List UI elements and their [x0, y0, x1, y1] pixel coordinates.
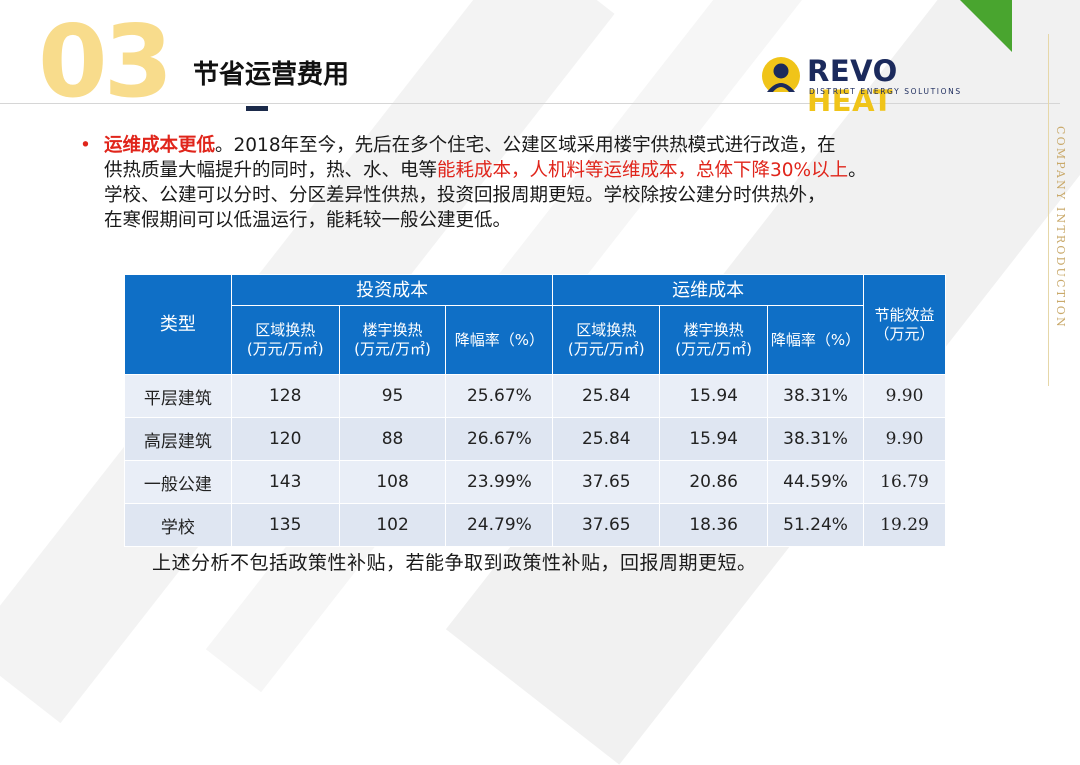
- saving-header-unit: （万元）: [874, 324, 935, 343]
- logo-wordmark: REVO HEAT: [807, 56, 993, 116]
- footnote: 上述分析不包括政策性补贴，若能争取到政策性补贴，回报周期更短。: [152, 552, 757, 574]
- column-header-label: 区域换热: [576, 321, 637, 339]
- type-header: 类型: [124, 274, 232, 375]
- table-row: 高层建筑 120 88 26.67% 25.84 15.94 38.31% 9.90: [124, 417, 946, 461]
- table-row: 平层建筑 128 95 25.67% 25.84 15.94 38.31% 9.90: [124, 374, 946, 418]
- header-divider: [0, 103, 1060, 104]
- paragraph-line: 在寒假期间可以低温运行，能耗较一般公建更低。: [104, 210, 512, 231]
- revo-heat-logo-icon: [762, 57, 800, 96]
- column-header: 降幅率（%）: [445, 305, 554, 375]
- table-cell: 143: [230, 460, 340, 504]
- table-cell: 9.90: [863, 374, 946, 418]
- table-cell: 19.29: [863, 503, 946, 547]
- table-cell: 38.31%: [767, 417, 864, 461]
- table-cell: 20.86: [659, 460, 769, 504]
- column-header-label: 降幅率（%）: [454, 330, 545, 349]
- ops-cost-header: 运维成本: [552, 274, 864, 306]
- column-header-label: 楼宇换热: [362, 321, 423, 339]
- column-header: 区域换热 (万元/万㎡): [552, 305, 661, 375]
- body-paragraph: • 运维成本更低。2018年至今，先后在多个住宅、公建区域采用楼宇供热模式进行改…: [80, 133, 1030, 233]
- paragraph-line: 学校、公建可以分时、分区差异性供热，投资回报周期更短。学校除按公建分时供热外，: [104, 185, 826, 206]
- table-cell: 25.84: [552, 374, 661, 418]
- table-cell: 51.24%: [767, 503, 864, 547]
- side-label: COMPANY INTRODUCTION: [1054, 126, 1067, 329]
- table-cell: 18.36: [659, 503, 769, 547]
- column-header-label: 区域换热: [255, 321, 316, 339]
- table-cell: 38.31%: [767, 374, 864, 418]
- table-cell: 15.94: [659, 374, 769, 418]
- paragraph-line: 运维成本更低。2018年至今，先后在多个住宅、公建区域采用楼宇供热模式进行改造，…: [80, 133, 1030, 158]
- bullet-icon: •: [80, 135, 91, 156]
- table-cell: 37.65: [552, 503, 661, 547]
- logo-heat-text: HEAT: [807, 84, 894, 118]
- logo-revo-text: REVO: [807, 54, 898, 88]
- logo-tagline: DISTRICT ENERGY SOLUTIONS: [809, 87, 962, 96]
- paragraph-text: 。2018年至今，先后在多个住宅、公建区域采用楼宇供热模式进行改造，在: [215, 135, 836, 156]
- title-underline: [246, 106, 268, 111]
- paragraph-line: 供热质量大幅提升的同时，热、水、电等能耗成本，人机料等运维成本，总体下降30%以…: [80, 158, 1030, 183]
- table-row: 学校 135 102 24.79% 37.65 18.36 51.24% 19.29: [124, 503, 946, 547]
- table-cell: 16.79: [863, 460, 946, 504]
- column-header-label: 楼宇换热: [683, 321, 744, 339]
- table-cell: 23.99%: [445, 460, 554, 504]
- table-cell: 15.94: [659, 417, 769, 461]
- side-divider: [1048, 34, 1049, 386]
- column-header-unit: (万元/万㎡): [675, 340, 753, 358]
- column-header: 区域换热 (万元/万㎡): [230, 305, 340, 375]
- lead-phrase: 运维成本更低: [104, 135, 216, 156]
- saving-header: 节能效益 （万元）: [863, 274, 946, 375]
- row-type-cell: 高层建筑: [124, 417, 232, 461]
- table-cell: 9.90: [863, 417, 946, 461]
- row-type-cell: 一般公建: [124, 460, 232, 504]
- table-cell: 44.59%: [767, 460, 864, 504]
- row-type-cell: 学校: [124, 503, 232, 547]
- saving-header-label: 节能效益: [874, 305, 935, 324]
- column-header: 降幅率（%）: [767, 305, 864, 375]
- column-header: 楼宇换热 (万元/万㎡): [338, 305, 447, 375]
- column-header-unit: (万元/万㎡): [354, 340, 431, 358]
- table-cell: 26.67%: [445, 417, 554, 461]
- page-title: 节省运营费用: [193, 60, 350, 90]
- table-cell: 24.79%: [445, 503, 554, 547]
- paragraph-text: 。: [848, 160, 867, 181]
- paragraph-text: 供热质量大幅提升的同时，热、水、电等: [104, 160, 438, 181]
- table-cell: 102: [338, 503, 447, 547]
- table-cell: 120: [230, 417, 340, 461]
- table-cell: 95: [338, 374, 447, 418]
- column-header-unit: (万元/万㎡): [567, 340, 645, 358]
- invest-cost-header: 投资成本: [230, 274, 554, 306]
- table-cell: 135: [230, 503, 340, 547]
- table-row: 一般公建 143 108 23.99% 37.65 20.86 44.59% 16.79: [124, 460, 946, 504]
- company-logo: REVO HEAT DISTRICT ENERGY SOLUTIONS: [761, 56, 993, 116]
- cost-comparison-table: 类型 投资成本 运维成本 节能效益 （万元） 区域换热 (万元/万㎡) 楼宇换热 (万…: [124, 274, 946, 547]
- corner-accent: [960, 0, 1012, 52]
- highlight-text: 能耗成本，人机料等运维成本，总体下降30%以上: [437, 160, 849, 181]
- column-header-label: 降幅率（%）: [770, 330, 861, 349]
- table-cell: 25.67%: [445, 374, 554, 418]
- table-cell: 88: [338, 417, 447, 461]
- row-type-cell: 平层建筑: [124, 374, 232, 418]
- table-cell: 37.65: [552, 460, 661, 504]
- table-cell: 25.84: [552, 417, 661, 461]
- table-cell: 108: [338, 460, 447, 504]
- table-cell: 128: [230, 374, 340, 418]
- section-number: 03: [38, 3, 173, 120]
- column-header-unit: (万元/万㎡): [246, 340, 324, 358]
- column-header: 楼宇换热 (万元/万㎡): [659, 305, 769, 375]
